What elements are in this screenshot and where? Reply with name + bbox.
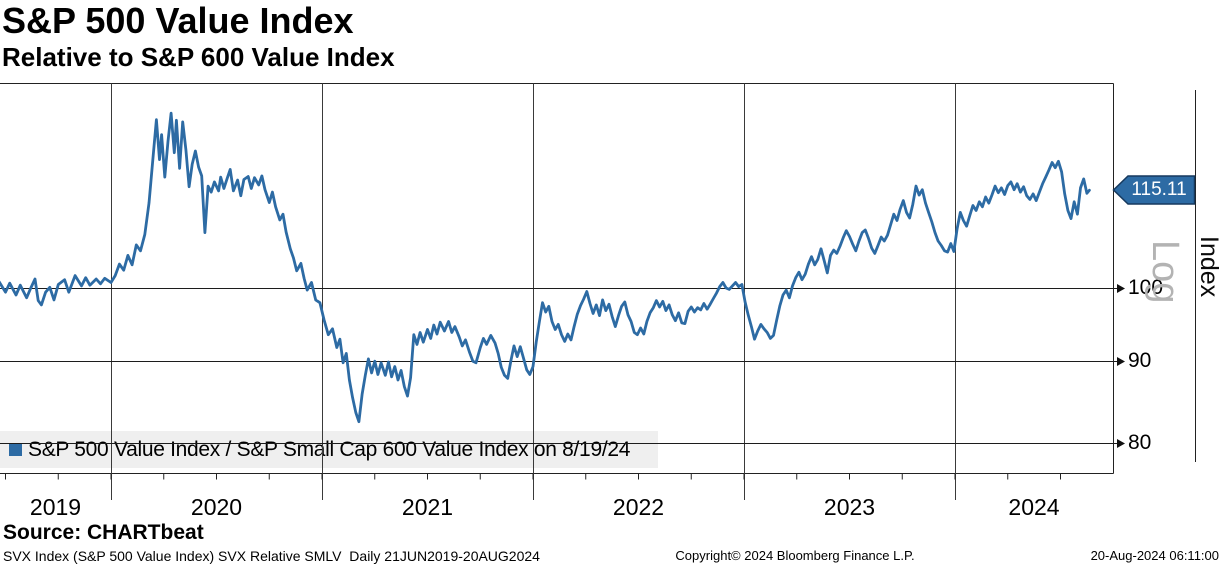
x-axis-year-2021: 2021: [401, 494, 454, 520]
ticker-description: SVX Index (S&P 500 Value Index) SVX Rela…: [3, 548, 540, 564]
legend-label: S&P 500 Value Index / S&P Small Cap 600 …: [28, 438, 631, 461]
x-axis-year-2022: 2022: [612, 494, 665, 520]
y-axis-scale-log-label: Log: [1144, 240, 1186, 304]
x-axis-year-2019: 2019: [29, 494, 82, 520]
x-axis-year-2020: 2020: [190, 494, 243, 520]
chart-timestamp: 20-Aug-2024 06:11:00: [1090, 548, 1219, 563]
chart-title: S&P 500 Value Index: [2, 0, 354, 41]
x-axis-year-2023: 2023: [823, 494, 876, 520]
y-axis-tick-100: 100: [1128, 275, 1164, 299]
chart-subtitle: Relative to S&P 600 Value Index: [2, 42, 395, 72]
source-label: Source: CHARTbeat: [3, 521, 204, 544]
y-axis-tick-90: 90: [1128, 348, 1152, 372]
copyright-notice: Copyright© 2024 Bloomberg Finance L.P.: [675, 548, 915, 563]
legend-series-marker-icon: [9, 443, 22, 456]
last-price-label: 115.11: [1131, 179, 1187, 200]
y-axis-title: Index: [1195, 236, 1223, 298]
legend: S&P 500 Value Index / S&P Small Cap 600 …: [0, 431, 658, 468]
x-axis-year-2024: 2024: [1008, 494, 1060, 520]
y-axis-tick-80: 80: [1128, 430, 1152, 454]
